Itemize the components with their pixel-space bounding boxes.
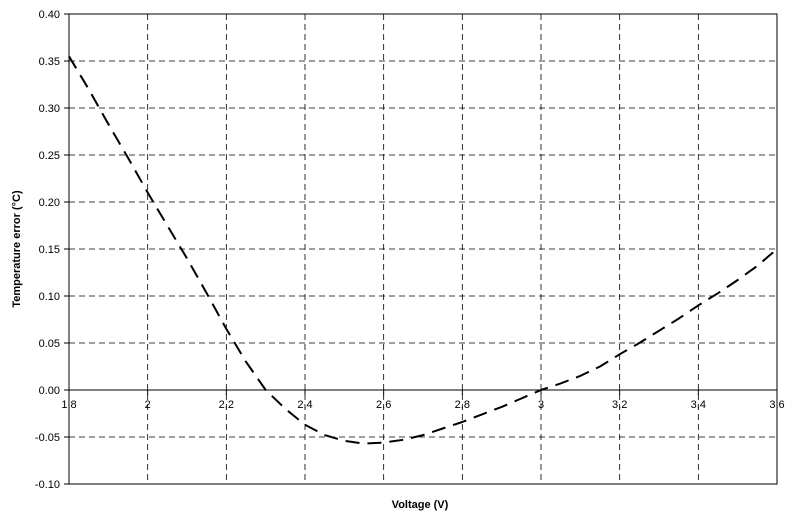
x-axis-title: Voltage (V) [392,499,449,511]
y-tick-label: 0.20 [39,197,60,209]
y-axis-title: Temperature error (°C) [11,190,23,308]
y-tick-label: 0.05 [39,338,60,350]
x-tick-label: 3 [538,399,544,411]
x-tick-label: 3,4 [691,399,706,411]
y-tick-label: -0.05 [35,432,60,444]
x-tick-label: 1,8 [61,399,76,411]
x-tick-label: 2,8 [455,399,470,411]
axes [64,13,778,485]
y-tick-label: 0.25 [39,150,60,162]
x-tick-label: 2,6 [376,399,391,411]
y-tick-label: 0.40 [39,9,60,21]
y-tick-label: 0.15 [39,244,60,256]
y-tick-label: -0.10 [35,479,60,491]
x-tick-label: 2 [145,399,151,411]
y-tick-label: 0.10 [39,291,60,303]
x-tick-label: 2,2 [219,399,234,411]
grid [69,14,777,484]
series-line [68,55,778,445]
tick-labels: 0.40 0.35 0.30 0.25 0.20 0.15 0.10 0.05 0.00 -0.0… [35,9,785,491]
y-tick-label: 0.30 [39,103,60,115]
x-tick-label: 3,2 [612,399,627,411]
y-tick-label: 0.35 [39,56,60,68]
y-tick-label: 0.00 [39,385,60,397]
x-tick-label: 2,4 [297,399,312,411]
series-layer [68,55,778,445]
x-tick-label: 3,6 [769,399,784,411]
